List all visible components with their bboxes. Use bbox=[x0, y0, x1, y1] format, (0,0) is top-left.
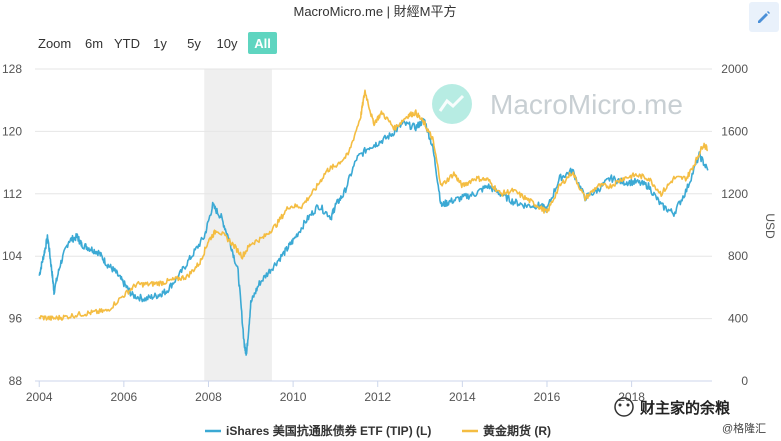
x-tick-label: 2008 bbox=[195, 390, 222, 404]
wechat-icon bbox=[614, 397, 634, 417]
x-tick-label: 2004 bbox=[26, 390, 53, 404]
watermark: MacroMicro.me bbox=[432, 84, 683, 124]
zoom-button-all[interactable]: All bbox=[248, 32, 277, 54]
series-line-gold bbox=[38, 89, 709, 321]
zoom-button-label: 10y bbox=[217, 36, 238, 51]
zoom-label: Zoom bbox=[38, 36, 71, 51]
footer-brand-text: 财主家的余粮 bbox=[640, 399, 731, 417]
zoom-button-5y[interactable]: 5y bbox=[187, 36, 201, 51]
x-tick-label: 2016 bbox=[534, 390, 561, 404]
legend-label: iShares 美国抗通胀债券 ETF (TIP) (L) bbox=[226, 423, 431, 438]
legend-label: 黄金期货 (R) bbox=[483, 423, 551, 438]
pencil-icon bbox=[758, 11, 770, 23]
footer-sub-text: @格隆汇 bbox=[722, 421, 766, 435]
y-right-tick-label: 0 bbox=[741, 374, 748, 388]
y-right-tick-label: 1200 bbox=[721, 187, 748, 201]
y-left-tick-label: 104 bbox=[2, 249, 22, 263]
y-left-tick-label: 128 bbox=[2, 62, 22, 76]
zoom-button-1y[interactable]: 1y bbox=[153, 36, 167, 51]
zoom-button-ytd[interactable]: YTD bbox=[114, 36, 140, 51]
x-tick-label: 2006 bbox=[111, 390, 138, 404]
y-right-tick-label: 800 bbox=[728, 249, 748, 263]
zoom-button-label: 5y bbox=[187, 36, 201, 51]
chart-title: MacroMicro.me | 財經M平方 bbox=[294, 4, 457, 19]
x-tick-label: 2010 bbox=[280, 390, 307, 404]
zoom-button-label: 6m bbox=[85, 36, 103, 51]
legend: iShares 美国抗通胀债券 ETF (TIP) (L) 黄金期货 (R) bbox=[205, 423, 551, 438]
x-tick-label: 2018 bbox=[618, 390, 645, 404]
x-tick-label: 2012 bbox=[364, 390, 391, 404]
x-axis: 2004 2006 2008 2010 2012 2014 2016 2018 bbox=[26, 380, 712, 404]
series-line-tip bbox=[38, 117, 709, 356]
y-axis-left: 128 120 112 104 96 88 bbox=[2, 62, 22, 388]
y-left-tick-label: 120 bbox=[2, 124, 22, 138]
zoom-button-label: All bbox=[254, 36, 271, 51]
y-right-tick-label: 400 bbox=[728, 312, 748, 326]
legend-item-tip[interactable]: iShares 美国抗通胀债券 ETF (TIP) (L) bbox=[205, 423, 431, 438]
plot-area: MacroMicro.me bbox=[35, 68, 712, 382]
y-right-tick-label: 2000 bbox=[721, 62, 748, 76]
edit-button[interactable] bbox=[749, 2, 779, 32]
zoom-button-6m[interactable]: 6m bbox=[85, 36, 103, 51]
y-left-tick-label: 112 bbox=[3, 187, 22, 201]
watermark-text: MacroMicro.me bbox=[490, 89, 683, 120]
legend-item-gold[interactable]: 黄金期货 (R) bbox=[462, 423, 551, 438]
x-tick-label: 2014 bbox=[449, 390, 476, 404]
recession-shading bbox=[204, 69, 272, 381]
y-right-tick-label: 1600 bbox=[721, 124, 748, 138]
zoom-button-10y[interactable]: 10y bbox=[217, 36, 238, 51]
y-axis-right: 2000 1600 1200 800 400 0 bbox=[721, 62, 748, 388]
zoom-button-label: 1y bbox=[153, 36, 167, 51]
zoom-button-label: YTD bbox=[114, 36, 140, 51]
footer-brand: 财主家的余粮 @格隆汇 bbox=[614, 397, 766, 435]
y-left-tick-label: 88 bbox=[9, 374, 23, 388]
y-axis-right-label: USD bbox=[763, 213, 777, 239]
y-left-tick-label: 96 bbox=[9, 312, 23, 326]
zoom-controls: Zoom 6m YTD 1y 5y 10y All bbox=[38, 32, 277, 54]
